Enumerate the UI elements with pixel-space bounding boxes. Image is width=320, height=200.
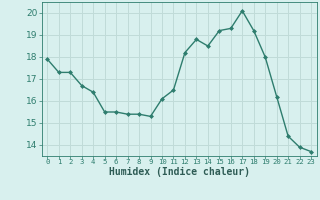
X-axis label: Humidex (Indice chaleur): Humidex (Indice chaleur)	[109, 167, 250, 177]
